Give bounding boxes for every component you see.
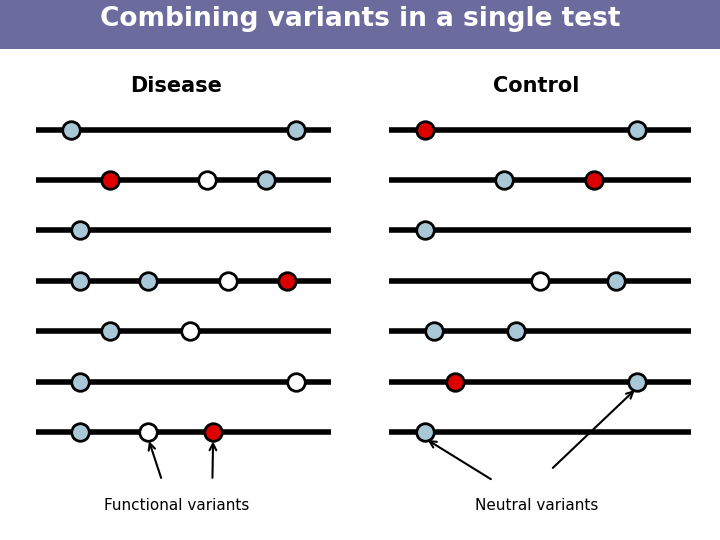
Point	[534, 276, 546, 285]
Point	[631, 377, 642, 386]
Point	[143, 428, 154, 436]
Point	[589, 176, 600, 184]
Point	[222, 276, 233, 285]
Point	[419, 125, 431, 134]
Point	[104, 176, 116, 184]
Point	[75, 226, 86, 235]
Point	[610, 276, 621, 285]
Point	[75, 276, 86, 285]
Point	[449, 377, 461, 386]
Point	[261, 176, 272, 184]
Point	[290, 377, 302, 386]
Point	[419, 226, 431, 235]
Point	[428, 327, 440, 335]
Text: Control: Control	[493, 76, 580, 97]
Point	[419, 428, 431, 436]
Point	[631, 125, 642, 134]
Point	[66, 125, 77, 134]
Point	[75, 377, 86, 386]
Point	[498, 176, 510, 184]
Point	[281, 276, 292, 285]
Point	[290, 125, 302, 134]
Text: Combining variants in a single test: Combining variants in a single test	[100, 6, 620, 32]
Point	[184, 327, 195, 335]
Text: Functional variants: Functional variants	[104, 498, 249, 513]
Point	[207, 428, 219, 436]
Bar	[0, 0, 720, 49]
Point	[143, 276, 154, 285]
Text: Neutral variants: Neutral variants	[474, 498, 598, 513]
Point	[510, 327, 521, 335]
Point	[75, 428, 86, 436]
Point	[104, 327, 116, 335]
Text: Disease: Disease	[130, 76, 222, 97]
Point	[202, 176, 213, 184]
